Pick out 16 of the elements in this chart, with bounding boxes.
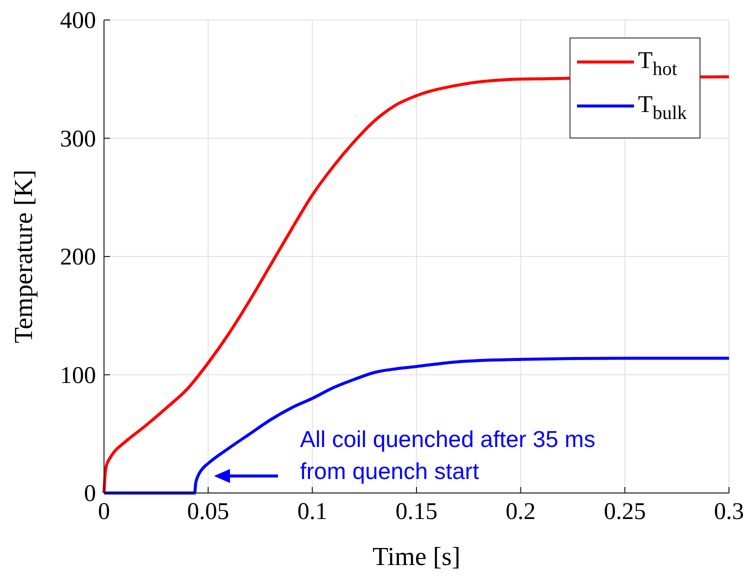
y-tick-label: 0 xyxy=(84,481,96,507)
y-tick-label: 100 xyxy=(60,362,96,389)
x-tick-label: 0.1 xyxy=(297,499,328,525)
legend-label: T$_{hot}$ xyxy=(638,48,678,80)
x-tick-label: 0.25 xyxy=(604,499,646,525)
x-tick-label: 0.2 xyxy=(506,499,536,525)
x-tick-label: 0.3 xyxy=(714,499,744,525)
x-tick-label: 0.05 xyxy=(187,499,230,525)
y-tick-label: 400 xyxy=(60,8,96,34)
legend-label: T$_{bulk}$ xyxy=(638,92,688,124)
x-axis-title: Time [s] xyxy=(372,542,460,571)
y-tick-label: 300 xyxy=(60,126,96,152)
y-tick-label: 200 xyxy=(60,244,96,270)
x-tick-label: 0.15 xyxy=(396,499,438,525)
y-axis-title: Temperature [K] xyxy=(9,170,38,344)
annotation: All coil quenched after 35 ms from quench start xyxy=(300,426,596,484)
